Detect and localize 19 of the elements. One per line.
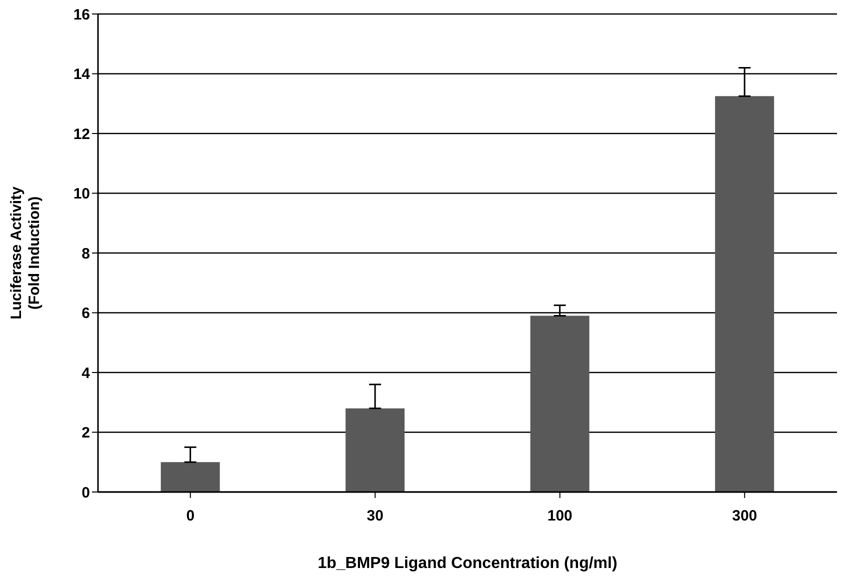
x-tick-label: 100 (547, 508, 572, 525)
y-tick-label: 6 (82, 305, 90, 322)
bar (715, 96, 774, 492)
y-tick-label: 2 (82, 424, 90, 442)
x-tick-label: 0 (186, 508, 195, 525)
bar (160, 462, 220, 492)
x-tick-label: 300 (732, 508, 758, 525)
y-tick-label: 0 (82, 484, 90, 502)
x-tick-label: 30 (366, 508, 384, 525)
y-tick-label: 14 (73, 66, 91, 84)
bar (346, 408, 405, 492)
y-tick-label: 10 (73, 186, 90, 203)
y-axis-title: Luciferase Activity (Fold Induction) (8, 186, 43, 320)
y-tick-label: 8 (82, 245, 90, 262)
x-axis-title: 1b_BMP9 Ligand Concentration (ng/ml) (318, 555, 618, 572)
y-tick-label: 4 (82, 364, 91, 382)
bar (530, 316, 590, 492)
y-tick-label: 12 (73, 126, 90, 143)
y-tick-label: 16 (73, 6, 90, 24)
